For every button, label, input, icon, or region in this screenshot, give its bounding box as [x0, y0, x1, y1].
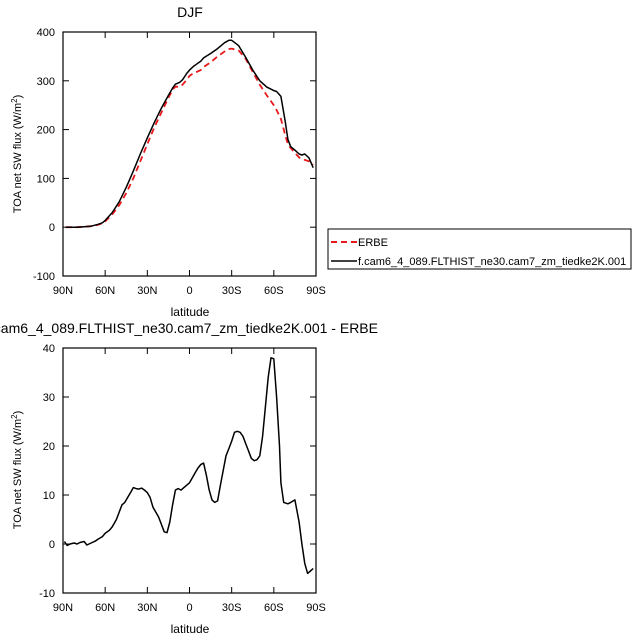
top-x-tick-label: 90N — [53, 285, 73, 297]
bot-x-tick-label: 0 — [186, 602, 192, 614]
bot-y-tick-label: -10 — [39, 588, 55, 600]
bot-y-tick-label: 10 — [43, 490, 55, 502]
bot-x-tick-label: 90N — [53, 602, 73, 614]
top-chart: DJF 90N 60N 30N 0 30S 60S 90S -100 0 100 200 300 40… — [10, 4, 326, 319]
top-y-tick-label: -100 — [33, 271, 55, 283]
bottom-chart: f.cam6_4_089.FLTHIST_ne30.cam7_zm_tiedke… — [0, 320, 378, 636]
bottom-x-axis-label: latitude — [171, 622, 210, 636]
top-x-tick-label: 60N — [95, 285, 115, 297]
bot-x-tick-label: 30S — [222, 602, 242, 614]
top-x-tick-label: 30S — [222, 285, 242, 297]
bot-x-tick-label: 90S — [306, 602, 326, 614]
top-y-tick-label: 0 — [49, 222, 55, 234]
bot-series-line-0 — [63, 357, 314, 575]
bottom-chart-title: f.cam6_4_089.FLTHIST_ne30.cam7_zm_tiedke… — [0, 320, 378, 336]
bot-x-tick-label: 60S — [264, 602, 284, 614]
top-y-tick-label: 400 — [37, 27, 55, 39]
top-series-line-0 — [65, 47, 314, 229]
legend-erbe-label: ERBE — [358, 237, 388, 249]
top-x-axis-label: latitude — [171, 305, 210, 319]
top-y-axis-label: TOA net SW flux (W/m2) — [10, 95, 24, 214]
bottom-y-axis-label: TOA net SW flux (W/m2) — [10, 411, 24, 530]
top-chart-title: DJF — [177, 4, 203, 20]
top-x-tick-label: 60S — [264, 285, 284, 297]
top-y-tick-label: 100 — [37, 173, 55, 185]
legend-box — [327, 228, 632, 270]
top-x-tick-label: 30N — [137, 285, 157, 297]
top-x-tick-label: 0 — [186, 285, 192, 297]
top-series-line-1 — [65, 39, 314, 228]
bot-y-tick-label: 30 — [43, 392, 55, 404]
top-x-tick-label: 90S — [306, 285, 326, 297]
legend: ERBE f.cam6_4_089.FLTHIST_ne30.cam7_zm_t… — [327, 228, 632, 270]
bot-y-tick-label: 0 — [49, 539, 55, 551]
top-plot-frame — [62, 31, 317, 277]
top-y-tick-label: 300 — [37, 76, 55, 88]
bot-y-tick-label: 40 — [43, 343, 55, 355]
bot-x-tick-label: 30N — [137, 602, 157, 614]
legend-model-label: f.cam6_4_089.FLTHIST_ne30.cam7_zm_tiedke… — [358, 256, 626, 268]
bot-x-tick-label: 60N — [95, 602, 115, 614]
top-y-tick-label: 200 — [37, 125, 55, 137]
bottom-plot-frame — [62, 347, 317, 594]
bot-y-tick-label: 20 — [43, 441, 55, 453]
